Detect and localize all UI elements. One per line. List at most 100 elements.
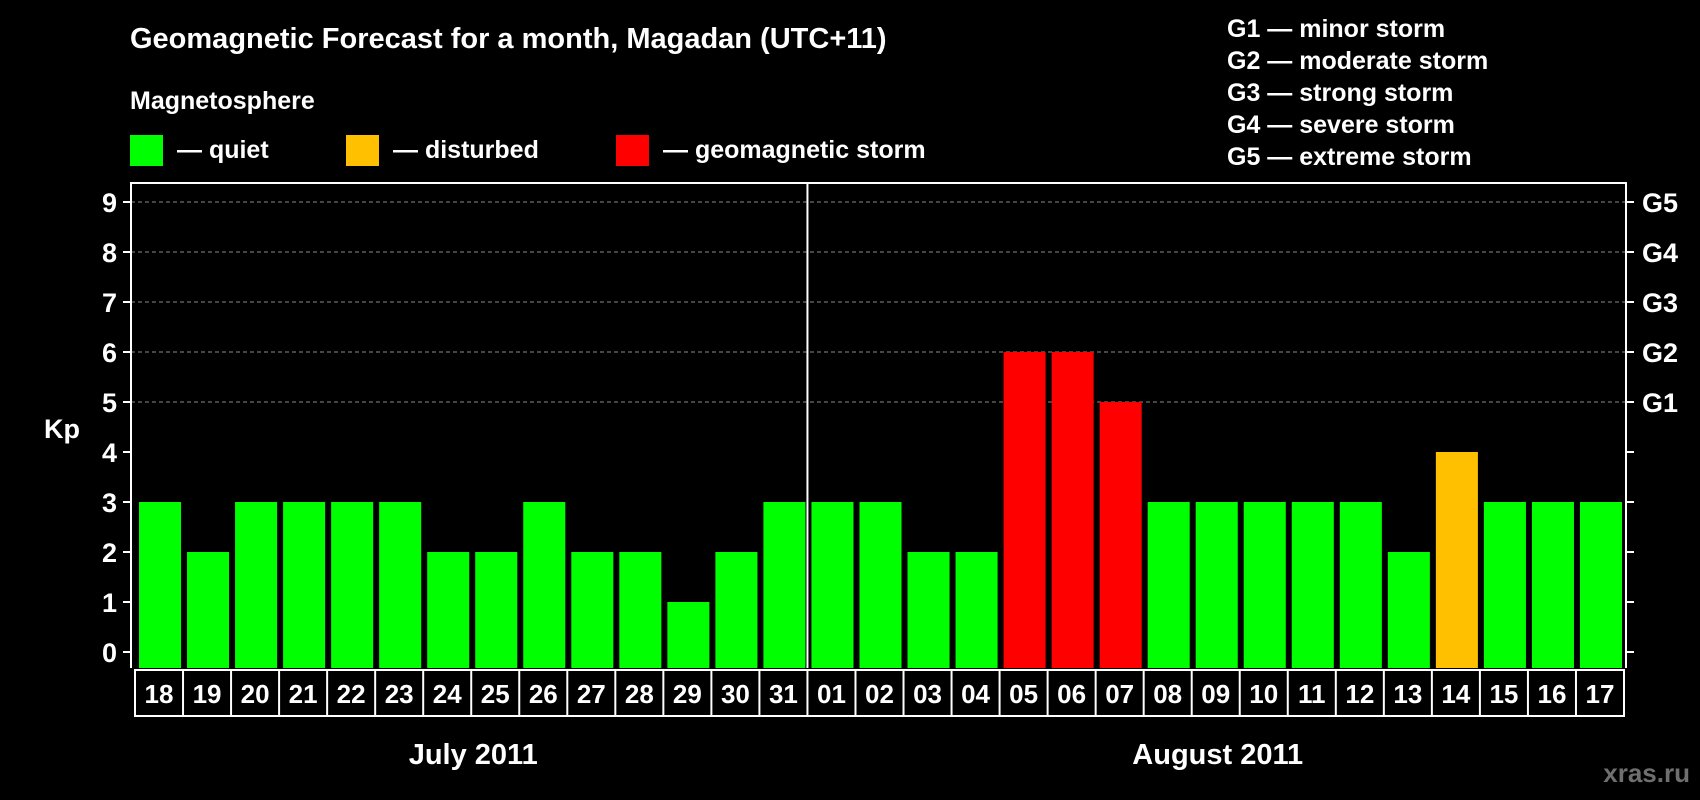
g-scale-label-g3: G3 <box>1642 288 1678 318</box>
chart-title: Geomagnetic Forecast for a month, Magada… <box>130 23 887 55</box>
storm-scale-g5: G5 — extreme storm <box>1227 143 1472 171</box>
storm-scale-legend: G1 — minor storm G2 — moderate storm G3 … <box>1227 15 1488 171</box>
bar-28 <box>619 552 662 668</box>
y-tick-label-0: 0 <box>102 638 117 668</box>
day-label-07: 07 <box>1105 679 1134 709</box>
bar-24 <box>427 552 470 668</box>
day-label-29: 29 <box>673 679 702 709</box>
day-row-frame <box>134 669 1625 717</box>
bar-05 <box>1003 352 1046 668</box>
day-label-31: 31 <box>769 679 798 709</box>
bar-10 <box>1243 502 1286 668</box>
y-tick-label-7: 7 <box>102 288 117 318</box>
y-tick-label-5: 5 <box>102 388 117 418</box>
day-label-24: 24 <box>433 679 462 709</box>
bar-11 <box>1291 502 1334 668</box>
bar-31 <box>763 502 806 668</box>
bar-16 <box>1531 502 1574 668</box>
axes: 0 1 2 3 4 5 6 7 8 9 G1 G2 G3 G4 G5 <box>102 182 1678 668</box>
legend-label-quiet: — quiet <box>177 136 269 164</box>
plot-frame <box>130 182 1627 668</box>
legend-swatch-disturbed <box>346 135 379 166</box>
day-label-21: 21 <box>289 679 318 709</box>
bar-23 <box>379 502 422 668</box>
bar-08 <box>1147 502 1190 668</box>
day-label-09: 09 <box>1201 679 1230 709</box>
storm-scale-g3: G3 — strong storm <box>1227 79 1453 107</box>
y-tick-label-3: 3 <box>102 488 117 518</box>
bar-18 <box>139 502 182 668</box>
day-label-27: 27 <box>577 679 606 709</box>
legend-swatch-quiet <box>130 135 163 166</box>
day-label-15: 15 <box>1489 679 1518 709</box>
day-label-16: 16 <box>1537 679 1566 709</box>
day-label-20: 20 <box>241 679 270 709</box>
day-label-04: 04 <box>961 679 990 709</box>
bar-09 <box>1195 502 1238 668</box>
g-scale-label-g4: G4 <box>1642 238 1678 268</box>
bars <box>139 352 1622 668</box>
bar-14 <box>1435 452 1478 668</box>
day-label-25: 25 <box>481 679 510 709</box>
bar-19 <box>187 552 230 668</box>
bar-21 <box>283 502 326 668</box>
day-label-19: 19 <box>193 679 222 709</box>
bar-04 <box>955 552 998 668</box>
g-scale-label-g5: G5 <box>1642 188 1678 218</box>
day-label-08: 08 <box>1153 679 1182 709</box>
bar-30 <box>715 552 758 668</box>
legend: — quiet — disturbed — geomagnetic storm <box>130 135 926 166</box>
day-label-06: 06 <box>1057 679 1086 709</box>
bar-01 <box>811 502 854 668</box>
bar-17 <box>1579 502 1622 668</box>
day-label-30: 30 <box>721 679 750 709</box>
day-label-13: 13 <box>1393 679 1422 709</box>
bar-07 <box>1099 402 1142 668</box>
bar-27 <box>571 552 614 668</box>
day-label-17: 17 <box>1586 679 1615 709</box>
watermark: xras.ru <box>1603 758 1690 788</box>
bar-02 <box>859 502 902 668</box>
bar-03 <box>907 552 950 668</box>
legend-heading: Magnetosphere <box>130 87 315 115</box>
bar-22 <box>331 502 374 668</box>
bar-15 <box>1483 502 1526 668</box>
y-tick-label-4: 4 <box>102 438 117 468</box>
day-label-01: 01 <box>817 679 846 709</box>
day-label-22: 22 <box>337 679 366 709</box>
day-label-12: 12 <box>1345 679 1374 709</box>
legend-swatch-storm <box>616 135 649 166</box>
day-label-26: 26 <box>529 679 558 709</box>
day-label-11: 11 <box>1298 679 1326 709</box>
storm-scale-g4: G4 — severe storm <box>1227 111 1455 139</box>
bar-20 <box>235 502 278 668</box>
storm-scale-g2: G2 — moderate storm <box>1227 47 1488 75</box>
y-tick-label-9: 9 <box>102 188 117 218</box>
bar-26 <box>523 502 566 668</box>
legend-label-storm: — geomagnetic storm <box>663 136 926 164</box>
day-label-02: 02 <box>865 679 894 709</box>
day-label-18: 18 <box>145 679 174 709</box>
g-scale-label-g1: G1 <box>1642 388 1678 418</box>
day-label-05: 05 <box>1009 679 1038 709</box>
legend-label-disturbed: — disturbed <box>393 136 539 164</box>
day-label-23: 23 <box>385 679 414 709</box>
day-labels: 18 19 20 21 22 23 24 25 26 27 28 29 30 31 01 02 03 04 05 06… <box>134 669 1625 717</box>
y-axis-label: Kp <box>44 414 80 444</box>
day-label-28: 28 <box>625 679 654 709</box>
bar-13 <box>1387 552 1430 668</box>
month-labels: July 2011 August 2011 <box>409 739 1303 771</box>
bar-29 <box>667 602 710 668</box>
month-label-1: August 2011 <box>1132 739 1303 771</box>
y-tick-label-6: 6 <box>102 338 117 368</box>
bar-06 <box>1051 352 1094 668</box>
g-scale-label-g2: G2 <box>1642 338 1678 368</box>
day-label-03: 03 <box>913 679 942 709</box>
y-tick-label-8: 8 <box>102 238 117 268</box>
y-tick-label-2: 2 <box>102 538 117 568</box>
y-tick-label-1: 1 <box>102 588 117 618</box>
day-label-10: 10 <box>1249 679 1278 709</box>
bar-25 <box>475 552 518 668</box>
month-label-0: July 2011 <box>409 739 538 771</box>
